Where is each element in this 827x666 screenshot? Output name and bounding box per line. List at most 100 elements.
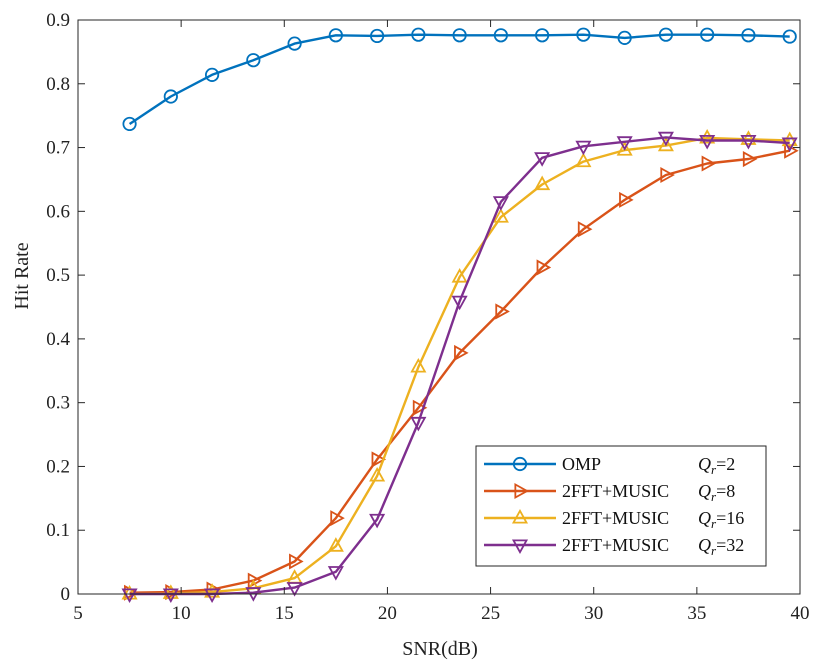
data-point [370, 28, 385, 44]
y-tick-label: 0.2 [46, 456, 70, 477]
data-point [121, 588, 138, 603]
data-point [410, 357, 427, 373]
data-point [619, 191, 634, 208]
data-point [700, 27, 715, 42]
data-point [577, 221, 593, 238]
data-point [122, 116, 137, 132]
data-point [534, 152, 551, 167]
series-line [128, 33, 790, 125]
legend-param: Qr=16 [698, 508, 744, 531]
series-1 [122, 27, 797, 132]
data-point [369, 467, 386, 482]
legend-label: 2FFT+MUSIC [562, 535, 669, 555]
data-point [575, 152, 592, 168]
data-point [657, 136, 674, 152]
data-point [493, 28, 508, 43]
data-point [451, 295, 468, 311]
x-tick-label: 10 [172, 603, 191, 624]
data-point [451, 268, 468, 283]
legend-item-3: 2FFT+MUSIC Qr=16 [484, 508, 744, 531]
y-tick-label: 0.3 [46, 393, 70, 414]
data-point [452, 28, 467, 43]
data-point [162, 584, 179, 599]
data-point [327, 537, 344, 552]
data-point [289, 553, 304, 570]
data-point [536, 259, 552, 276]
data-point [369, 513, 386, 529]
data-point [616, 136, 633, 151]
legend-marker [512, 456, 528, 472]
data-point [286, 582, 303, 597]
data-point [617, 30, 632, 45]
data-point [412, 399, 428, 416]
series-layer [121, 27, 799, 603]
data-point [328, 28, 343, 43]
data-point [740, 130, 757, 145]
series-line [129, 136, 790, 596]
legend-item-4: 2FFT+MUSIC Qr=32 [484, 535, 744, 558]
data-point [781, 137, 798, 153]
y-tick-label: 0.9 [46, 10, 70, 31]
data-point [742, 150, 758, 168]
data-point [121, 585, 138, 600]
y-tick-label: 0 [61, 584, 71, 605]
data-point [495, 303, 510, 320]
data-point [741, 28, 756, 43]
x-axis-title: SNR(dB) [402, 638, 478, 660]
x-tick-label: 5 [73, 603, 83, 624]
legend-item-1: OMP Qr=2 [484, 454, 735, 477]
data-point [657, 131, 674, 147]
data-point [658, 27, 674, 42]
data-point [287, 36, 302, 51]
legend-param: Qr=2 [698, 454, 735, 477]
data-point [782, 29, 797, 44]
axes-layer: 5 10 15 20 25 30 35 40 0 0.1 0.2 0.3 0.4 0.5 0.6 0.7 0.8… [46, 10, 809, 624]
data-point [163, 89, 178, 104]
legend-label: 2FFT+MUSIC [562, 508, 669, 528]
data-point [535, 28, 550, 43]
data-point [204, 67, 220, 82]
data-point [575, 140, 592, 156]
data-point [492, 208, 509, 223]
y-tick-label: 0.4 [46, 329, 70, 350]
data-point [410, 416, 427, 432]
data-point [534, 175, 551, 191]
data-point [699, 134, 716, 150]
x-tick-label: 40 [791, 603, 810, 624]
y-tick-label: 0.5 [46, 265, 70, 286]
x-tick-label: 15 [275, 603, 294, 624]
series-line [129, 136, 790, 596]
axes-frame [77, 19, 801, 595]
x-tick-label: 20 [378, 603, 397, 624]
legend-marker [511, 539, 529, 554]
data-point [616, 141, 633, 156]
legend-label: 2FFT+MUSIC [562, 481, 669, 501]
data-point [327, 566, 344, 581]
y-tick-label: 0.1 [46, 520, 70, 541]
data-point [454, 344, 469, 361]
y-tick-label: 0.6 [46, 201, 70, 222]
data-point [371, 451, 387, 468]
x-tick-label: 25 [481, 603, 500, 624]
legend-item-2: 2FFT+MUSIC Qr=8 [484, 481, 735, 504]
x-tick-label: 30 [584, 603, 603, 624]
series-3 [121, 128, 798, 600]
series-4 [121, 131, 798, 603]
legend-param: Qr=8 [698, 481, 735, 504]
data-point [701, 155, 717, 172]
data-point [204, 588, 221, 603]
x-tick-label: 35 [687, 603, 706, 624]
data-point [330, 510, 345, 527]
data-point [162, 588, 179, 603]
series-line [129, 149, 790, 594]
legend-label: OMP [562, 454, 601, 474]
y-tick-label: 0.8 [46, 74, 70, 95]
data-point [576, 27, 591, 42]
data-point [660, 166, 675, 184]
data-point [204, 583, 221, 598]
data-point [246, 53, 261, 68]
data-point [740, 134, 757, 150]
legend-param: Qr=32 [698, 535, 744, 558]
